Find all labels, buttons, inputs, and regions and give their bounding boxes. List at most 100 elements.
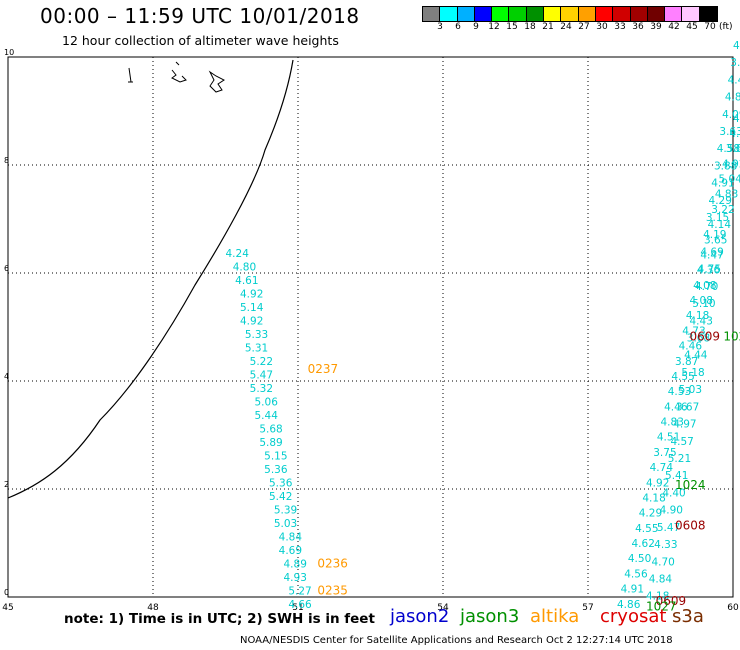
- wave-height-value: 3.87: [675, 356, 698, 368]
- wave-height-value: 4.73: [682, 325, 705, 337]
- colorbar-labels: 3 6 9 12 15 18 21 24 27 30 33 36 39 42 45 70: [422, 22, 732, 34]
- wave-height-value: 3.65: [704, 234, 727, 246]
- wave-height-value: 4.46: [664, 401, 688, 413]
- wave-height-value: 4.86: [617, 599, 641, 611]
- wave-height-value: 4.08: [690, 295, 713, 307]
- colorbar-label: 3: [437, 22, 443, 32]
- wave-height-value: 4.29: [709, 195, 732, 207]
- wave-height-value: 4.52: [729, 128, 740, 140]
- y-tick-label: 6: [4, 264, 9, 273]
- wave-height-value: 4.91: [621, 584, 644, 596]
- footnote: note: 1) Time is in UTC; 2) SWH is in fe…: [64, 611, 375, 627]
- colorbar-swatch: [682, 7, 700, 21]
- colorbar-swatch: [561, 7, 579, 21]
- wave-height-value: 4.92: [722, 158, 740, 170]
- wave-height-value: 3.15: [706, 212, 729, 224]
- wave-height-value: 4.75: [698, 264, 721, 276]
- island: [128, 67, 133, 83]
- wave-height-value: 4.66: [288, 599, 312, 611]
- wave-height-value: 4.90: [660, 505, 683, 517]
- wave-height-value: 4.83: [661, 417, 684, 429]
- satellite-legend-jason2: jason2: [390, 606, 450, 627]
- y-tick-label: 2: [4, 480, 9, 489]
- wave-height-value: 4.57: [670, 436, 693, 448]
- wave-height-value: 5.21: [668, 453, 691, 465]
- wave-height-value: 5.36: [264, 464, 288, 476]
- colorbar-swatch: [526, 7, 545, 21]
- wave-height-value: 4.47: [700, 249, 723, 261]
- wave-height-value: 4.29: [639, 508, 662, 520]
- wave-height-value: 5.33: [245, 329, 268, 341]
- wave-height-value: 4.36: [697, 265, 721, 277]
- y-tick-label: 8: [4, 156, 9, 165]
- colorbar-label: 45: [686, 22, 698, 32]
- colorbar-label: 70: [704, 22, 716, 32]
- wave-height-value: 4.18: [646, 591, 669, 603]
- x-tick-label: 60: [727, 603, 739, 613]
- wave-height-value: 4.92: [240, 288, 263, 300]
- wave-height-value: 3.88: [714, 160, 737, 172]
- wave-height-value: 4.69: [279, 545, 302, 557]
- wave-height-value: 4.97: [673, 419, 696, 431]
- wave-height-value: 5.32: [250, 383, 273, 395]
- wave-height-value: 5.14: [240, 302, 264, 314]
- y-tick-label: 4: [4, 372, 9, 381]
- satellite-legend-jason3: jason3: [460, 606, 520, 627]
- colorbar-label: 42: [668, 22, 680, 32]
- colorbar-swatch: [647, 7, 666, 21]
- colorbar-swatch: [440, 7, 458, 21]
- wave-height-value: 5.15: [264, 450, 287, 462]
- wave-height-value: 4.18: [642, 492, 665, 504]
- colorbar-swatch: [578, 7, 596, 21]
- colorbar-swatch: [544, 7, 562, 21]
- colorbar-label: 36: [632, 22, 644, 32]
- wave-height-value: 4.84: [279, 531, 303, 543]
- wave-height-value: 5.31: [245, 342, 268, 354]
- page-subtitle: 12 hour collection of altimeter wave hei…: [62, 33, 339, 48]
- wave-height-value: 5.47: [250, 369, 273, 381]
- wave-height-value: 4.40: [662, 487, 685, 499]
- wave-height-value: 4.70: [695, 281, 718, 293]
- wave-height-value: 4.74: [650, 462, 674, 474]
- wave-height-value: 3.67: [676, 401, 699, 413]
- colorbar-label: 6: [455, 22, 461, 32]
- map-frame: [7, 56, 734, 598]
- pass-time-label: 0609: [656, 594, 687, 608]
- colorbar-swatch: [509, 7, 527, 21]
- wave-height-value: 5.68: [259, 423, 282, 435]
- x-tick-label: 48: [147, 603, 159, 613]
- wave-height-value: 5.03: [274, 518, 297, 530]
- wave-height-value: 5.10: [692, 298, 715, 310]
- colorbar-label: 9: [473, 22, 479, 32]
- wave-height-value: 4.19: [703, 229, 726, 241]
- wave-height-value: 4.61: [235, 275, 258, 287]
- wave-height-value: 4.69: [700, 246, 723, 258]
- wave-height-value: 5.22: [250, 356, 273, 368]
- wave-height-value: 4.92: [646, 477, 669, 489]
- colorbar-label: 15: [506, 22, 518, 32]
- pass-time-label: 1021: [723, 330, 740, 344]
- page-title: 00:00 – 11:59 UTC 10/01/2018: [40, 4, 360, 28]
- y-tick-label: 10: [4, 48, 14, 57]
- wave-height-value: 4.46: [733, 40, 740, 52]
- colorbar-swatch: [423, 7, 441, 21]
- wave-height-value: 4.62: [632, 538, 655, 550]
- island: [171, 61, 187, 83]
- wave-height-value: 3.78: [730, 57, 740, 69]
- colorbar-swatch: [665, 7, 683, 21]
- wave-height-value: 4.14: [708, 219, 732, 231]
- wave-height-value: 5.04: [719, 174, 740, 186]
- colorbar-swatch: [492, 7, 510, 21]
- wave-height-value: 5.42: [269, 491, 292, 503]
- colorbar-unit: (ft): [719, 22, 733, 32]
- wave-height-value: 4.55: [635, 523, 658, 535]
- x-tick-label: 51: [292, 603, 303, 613]
- wave-height-value: 4.84: [649, 573, 673, 585]
- pass-time-label: 0608: [675, 519, 706, 533]
- wave-height-value: 5.06: [255, 396, 279, 408]
- wave-height-value: 4.92: [240, 315, 263, 327]
- wave-height-value: 4.91: [711, 178, 734, 190]
- colorbar-label: 33: [614, 22, 626, 32]
- colorbar-label: 21: [542, 22, 554, 32]
